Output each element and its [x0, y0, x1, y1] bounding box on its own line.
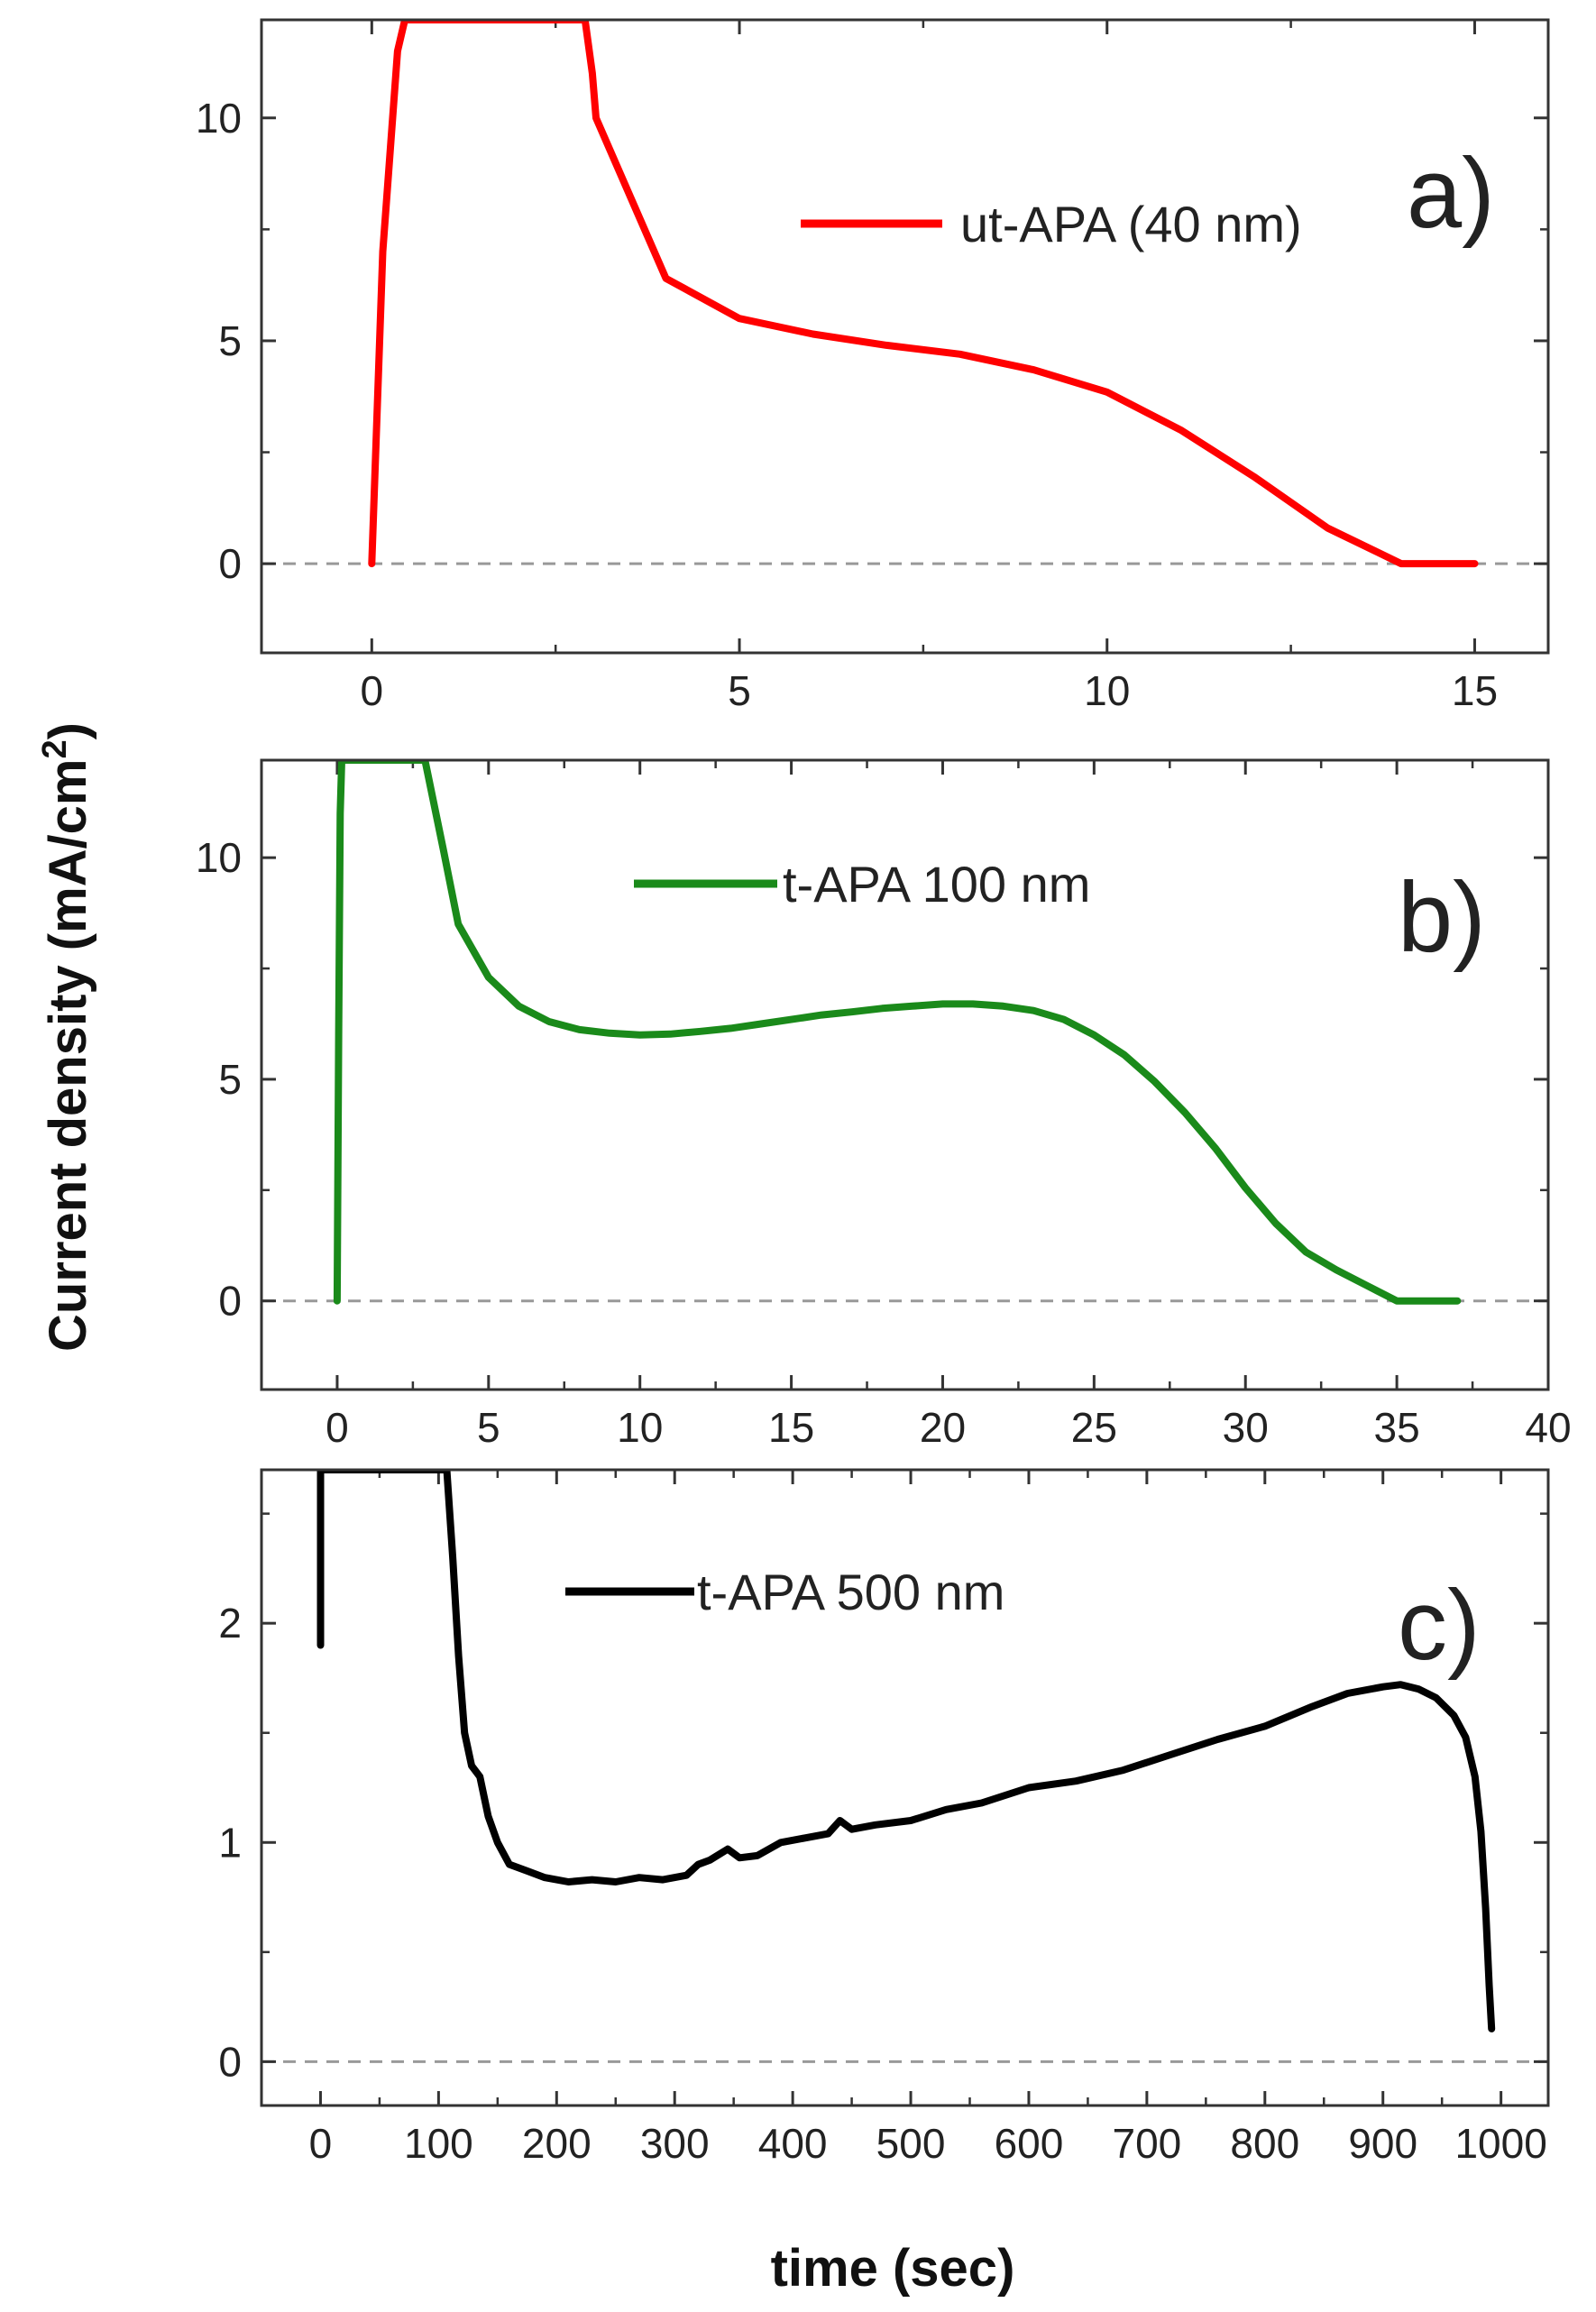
x-tick-label: 1000: [1454, 2120, 1546, 2167]
x-tick-label: 700: [1113, 2120, 1182, 2167]
x-tick-label: 15: [1452, 667, 1498, 714]
y-axis-title-superscript: 2: [36, 739, 74, 758]
y-tick-label: 1: [218, 1819, 242, 1866]
y-tick-label: 0: [218, 1278, 242, 1325]
x-tick-label: 200: [522, 2120, 592, 2167]
x-tick-label: 40: [1525, 1404, 1571, 1451]
x-tick-label: 800: [1230, 2120, 1299, 2167]
x-tick-label: 5: [728, 667, 751, 714]
legend-label: t-APA 500 nm: [697, 1564, 1004, 1620]
panel-2: 0 5 10 15 20 25 30 35 40 0 5 10 t-APA 100 nm b): [196, 758, 1572, 1451]
x-tick-label: 10: [1084, 667, 1130, 714]
x-tick-label: 15: [768, 1404, 814, 1451]
x-tick-label: 100: [404, 2120, 473, 2167]
x-tick-label: 900: [1348, 2120, 1417, 2167]
plot-frame: [260, 758, 1550, 1391]
x-tick-label: 0: [361, 667, 384, 714]
x-tick-label: 0: [309, 2120, 333, 2167]
x-tick-label: 25: [1071, 1404, 1117, 1451]
y-tick-label: 2: [218, 1600, 242, 1647]
x-tick-label: 30: [1223, 1404, 1269, 1451]
y-axis-title-close: ): [39, 722, 97, 739]
panel-1: 0 5 10 15 0 5 10 ut-APA (40 nm) a): [196, 18, 1550, 714]
y-tick-label: 10: [196, 95, 242, 142]
panel-letter: b): [1398, 862, 1486, 973]
series-line: [316, 1470, 1496, 2032]
plot-frame: [260, 1468, 1550, 2107]
x-axis-title: time (sec): [771, 2239, 1015, 2298]
legend-label: ut-APA (40 nm): [960, 196, 1302, 252]
x-tick-label: 10: [617, 1404, 663, 1451]
panel-3: 0 100 200 300 400 500 600 700 800 900 1000 0 1 2 t-APA…: [218, 1468, 1550, 2167]
y-axis-title: Current density (mA/cm2): [36, 722, 97, 1352]
series-line: [368, 20, 1479, 568]
y-tick-label: 10: [196, 834, 242, 881]
y-tick-label: 5: [218, 317, 242, 364]
x-tick-label: 35: [1374, 1404, 1420, 1451]
x-tick-label: 0: [326, 1404, 349, 1451]
x-tick-label: 400: [758, 2120, 828, 2167]
panel-letter: c): [1398, 1570, 1481, 1681]
y-tick-label: 0: [218, 540, 242, 587]
x-tick-label: 300: [640, 2120, 710, 2167]
series-line: [333, 760, 1462, 1305]
y-axis-title-main: Current density (mA/cm: [39, 759, 97, 1352]
y-tick-label: 0: [218, 2038, 242, 2085]
x-tick-label: 20: [920, 1404, 966, 1451]
x-tick-label: 5: [477, 1404, 500, 1451]
y-tick-label: 5: [218, 1056, 242, 1103]
plot-frame: [260, 18, 1550, 655]
x-tick-label: 600: [995, 2120, 1064, 2167]
panel-letter: a): [1407, 138, 1495, 249]
x-tick-label: 500: [876, 2120, 946, 2167]
legend-label: t-APA 100 nm: [783, 856, 1090, 913]
